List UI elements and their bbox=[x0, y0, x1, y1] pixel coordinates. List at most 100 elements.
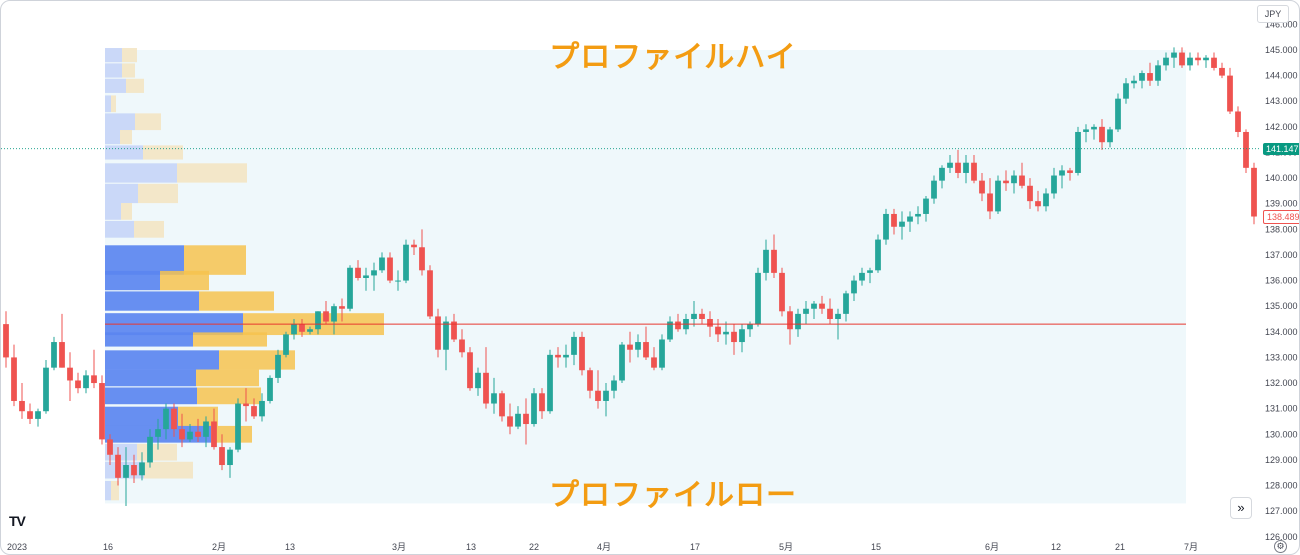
volume-profile-up-bar bbox=[105, 350, 219, 370]
scroll-to-realtime-button[interactable]: » bbox=[1230, 497, 1252, 519]
volume-profile-down-bar bbox=[196, 369, 259, 387]
candle-body bbox=[107, 439, 113, 455]
candle-body bbox=[1115, 98, 1121, 130]
volume-profile-down-bar bbox=[137, 443, 177, 461]
volume-profile-down-bar bbox=[135, 113, 161, 131]
candle-body bbox=[163, 408, 169, 430]
candle-body bbox=[267, 377, 273, 401]
x-axis-tick-label: 7月 bbox=[1184, 542, 1198, 552]
candle-body bbox=[235, 403, 241, 450]
volume-profile-up-bar bbox=[105, 291, 199, 311]
candle-body bbox=[739, 329, 745, 343]
tradingview-logo[interactable]: TV bbox=[9, 513, 26, 529]
marker-price-label: 138.489 bbox=[1263, 209, 1299, 224]
profile-low-label: プロファイルロー bbox=[549, 479, 797, 512]
candle-body bbox=[531, 393, 537, 425]
candle-body bbox=[99, 383, 105, 440]
candle-body bbox=[811, 303, 817, 309]
candle-body bbox=[435, 316, 441, 350]
x-axis-tick-label: 6月 bbox=[985, 542, 999, 552]
volume-profile-down-bar bbox=[177, 163, 247, 183]
y-axis-tick-label: 142.000 bbox=[1265, 122, 1298, 132]
candle-body bbox=[1043, 193, 1049, 207]
candle-body bbox=[1195, 57, 1201, 61]
volume-profile-down-bar bbox=[122, 48, 137, 63]
candle-body bbox=[651, 357, 657, 368]
candle-body bbox=[1131, 80, 1137, 84]
currency-selector[interactable]: JPY bbox=[1257, 5, 1289, 23]
candle-body bbox=[851, 280, 857, 294]
candle-body bbox=[411, 244, 417, 248]
candle-body bbox=[579, 336, 585, 371]
x-axis-tick-label: 5月 bbox=[779, 542, 793, 552]
gear-icon[interactable]: ⚙ bbox=[1274, 540, 1287, 553]
candle-body bbox=[1251, 167, 1257, 217]
candle-body bbox=[315, 311, 321, 330]
candle-body bbox=[1051, 175, 1057, 194]
volume-profile-down-bar bbox=[122, 63, 135, 78]
x-axis-tick-label: 12 bbox=[1051, 542, 1061, 552]
y-axis-tick-label: 127.000 bbox=[1265, 506, 1298, 516]
candle-body bbox=[483, 372, 489, 404]
volume-profile-down-bar bbox=[111, 95, 116, 113]
volume-profile-up-bar bbox=[105, 270, 160, 291]
candle-body bbox=[979, 180, 985, 194]
candle-body bbox=[1155, 65, 1161, 81]
candle-body bbox=[1219, 67, 1225, 76]
volume-profile-up-bar bbox=[105, 95, 111, 113]
volume-profile-down-bar bbox=[178, 406, 218, 426]
volume-profile-down-bar bbox=[197, 387, 261, 405]
x-axis-tick-label: 2023 bbox=[7, 542, 27, 552]
candle-body bbox=[731, 331, 737, 343]
candle-body bbox=[1107, 129, 1113, 143]
x-axis-tick-label: 13 bbox=[466, 542, 476, 552]
candle-body bbox=[275, 354, 281, 378]
candle-body bbox=[179, 429, 185, 440]
candle-body bbox=[451, 321, 457, 340]
candle-body bbox=[19, 400, 25, 412]
candle-body bbox=[587, 370, 593, 391]
candle-body bbox=[787, 311, 793, 330]
volume-profile-up-bar bbox=[105, 183, 138, 204]
candle-body bbox=[715, 326, 721, 335]
candle-body bbox=[1179, 52, 1185, 66]
candle-body bbox=[1019, 175, 1025, 186]
y-axis-tick-label: 129.000 bbox=[1265, 455, 1298, 465]
x-axis-tick-label: 15 bbox=[871, 542, 881, 552]
candle-body bbox=[323, 311, 329, 322]
volume-profile-down-bar bbox=[144, 461, 193, 479]
candle-body bbox=[691, 313, 697, 319]
x-axis-tick-label: 4月 bbox=[597, 542, 611, 552]
candle-body bbox=[291, 324, 297, 335]
candle-body bbox=[763, 249, 769, 273]
candle-body bbox=[867, 270, 873, 273]
candle-body bbox=[491, 393, 497, 404]
y-axis-tick-label: 128.000 bbox=[1265, 481, 1298, 491]
candle-body bbox=[427, 270, 433, 317]
candle-body bbox=[747, 324, 753, 330]
candle-body bbox=[675, 321, 681, 330]
x-axis-tick-label: 3月 bbox=[392, 542, 406, 552]
candle-body bbox=[139, 462, 145, 476]
volume-profile-up-bar bbox=[105, 63, 122, 78]
candle-body bbox=[211, 421, 217, 448]
candle-body bbox=[219, 447, 225, 466]
candle-body bbox=[963, 162, 969, 173]
candle-body bbox=[883, 213, 889, 240]
x-axis-tick-label: 13 bbox=[285, 542, 295, 552]
candle-body bbox=[611, 380, 617, 391]
candle-body bbox=[771, 249, 777, 273]
candle-body bbox=[251, 406, 257, 417]
candle-body bbox=[923, 198, 929, 214]
candle-body bbox=[299, 324, 305, 332]
candle-body bbox=[507, 416, 513, 427]
y-axis-tick-label: 133.000 bbox=[1265, 352, 1298, 362]
y-axis-tick-label: 131.000 bbox=[1265, 404, 1298, 414]
candle-body bbox=[1027, 185, 1033, 202]
candle-body bbox=[939, 167, 945, 181]
candle-body bbox=[971, 162, 977, 181]
candle-body bbox=[403, 244, 409, 281]
candle-body bbox=[419, 247, 425, 271]
